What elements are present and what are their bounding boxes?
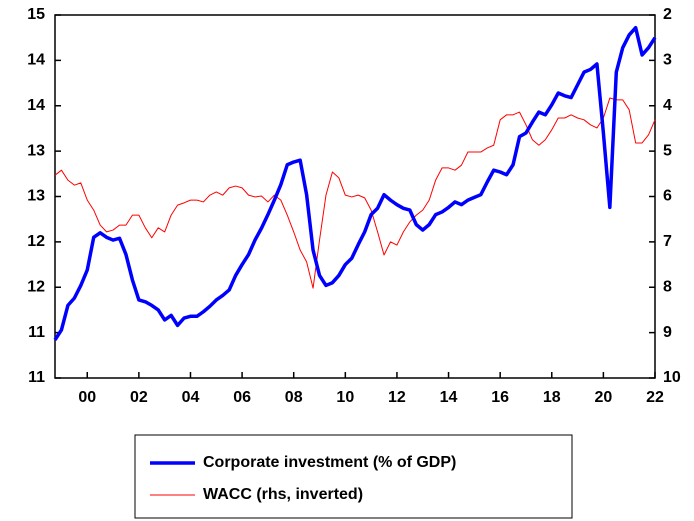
x-tick-label: 20 (594, 389, 612, 406)
x-tick-label: 02 (130, 389, 148, 406)
x-tick-label: 06 (233, 389, 251, 406)
x-tick-label: 04 (182, 389, 200, 406)
y2-tick-label: 5 (663, 142, 672, 159)
y2-tick-label: 2 (663, 6, 672, 23)
y-tick-label: 14 (27, 52, 45, 69)
y-tick-label: 11 (28, 324, 45, 341)
y2-tick-label: 4 (663, 97, 672, 114)
y2-tick-label: 10 (663, 369, 681, 386)
y-tick-label: 13 (27, 142, 45, 159)
y-tick-label: 13 (27, 188, 45, 205)
legend-label: WACC (rhs, inverted) (203, 486, 363, 503)
y-tick-label: 15 (27, 6, 45, 23)
x-tick-label: 00 (78, 389, 96, 406)
y-tick-label: 11 (28, 369, 45, 386)
legend-box (134, 434, 573, 519)
y2-tick-label: 7 (663, 233, 672, 250)
y-tick-label: 12 (27, 278, 45, 295)
x-tick-label: 16 (491, 389, 509, 406)
legend-label: Corporate investment (% of GDP) (203, 454, 456, 471)
y2-tick-label: 9 (663, 324, 672, 341)
x-tick-label: 08 (285, 389, 303, 406)
x-tick-label: 18 (543, 389, 561, 406)
x-tick-label: 14 (440, 389, 458, 406)
series-line (53, 25, 657, 341)
y2-tick-label: 3 (663, 52, 672, 69)
x-tick-label: 22 (646, 389, 664, 406)
y2-tick-label: 8 (663, 278, 672, 295)
y-tick-label: 14 (27, 97, 45, 114)
y-tick-label: 12 (27, 233, 45, 250)
series-line (54, 97, 656, 289)
y2-tick-label: 6 (663, 188, 672, 205)
x-tick-label: 10 (336, 389, 354, 406)
x-tick-label: 12 (388, 389, 406, 406)
